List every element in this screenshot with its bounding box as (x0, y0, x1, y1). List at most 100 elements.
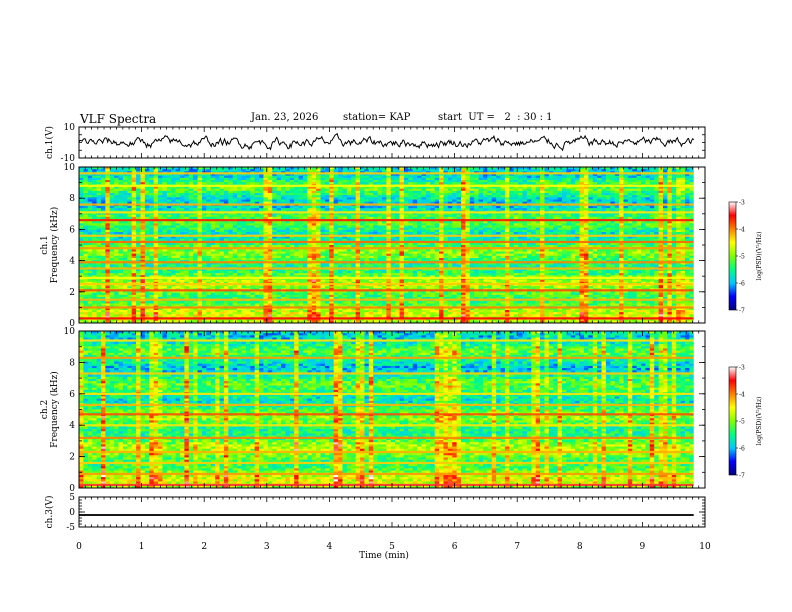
ch1-spectrogram-cell (614, 173, 620, 177)
ch1-spectrogram-cell (166, 180, 172, 183)
ch1-spectrogram-cell (597, 238, 602, 242)
ch1-spectrogram-cell (518, 225, 523, 229)
ch1-spectrogram-cell (338, 190, 343, 194)
ch1-spectrogram-cell (676, 236, 681, 239)
ch1-spectrogram-cell (206, 193, 212, 196)
ch1-spectrogram-cell (487, 208, 493, 211)
ch1-spectrogram-cell (443, 177, 449, 181)
ch1-spectrogram-cell (360, 186, 365, 190)
ch1-spectrogram-cell (338, 195, 343, 198)
ch1-spectrogram-cell (386, 190, 392, 194)
ch1-spectrogram-cell (684, 221, 690, 224)
ch1-spectrogram-cell (623, 177, 629, 181)
ch1-spectrogram-cell (491, 223, 497, 226)
ch1-spectrogram-cell (562, 229, 567, 233)
ch1-spectrogram-cell (579, 188, 585, 192)
ch1-spectrogram-cell (443, 236, 449, 239)
ch1-spectrogram-cell (553, 221, 559, 224)
ch1-spectrogram-cell (417, 216, 422, 220)
ch1-spectrogram-cell (500, 221, 506, 224)
ch1-spectrogram-cell (417, 199, 422, 203)
ch1-spectrogram-cell (425, 173, 431, 177)
ch1-spectrogram-cell (421, 175, 427, 179)
ch1-spectrogram-cell (570, 208, 576, 211)
ch1-spectrogram-cell (610, 197, 616, 200)
ch1-spectrogram-cell (601, 167, 607, 170)
ch1-spectrogram-cell (439, 169, 444, 172)
ch1-spectrogram-cell (329, 169, 335, 172)
ch1-spectrogram-cell (329, 177, 335, 181)
ch1-spectrogram-cell (461, 193, 466, 196)
ch1-spectrogram-cell (241, 182, 247, 185)
ch1-spectrogram-cell (632, 173, 638, 177)
ch1-spectrogram-cell (439, 223, 444, 226)
ch1-spectrogram-cell (223, 199, 229, 203)
ch1-spectrogram-cell (162, 242, 168, 246)
ch1-spectrogram-cell (443, 193, 449, 196)
ch1-spectrogram-cell (649, 188, 655, 192)
ch1-spectrogram-cell (654, 206, 659, 209)
ch1-spectrogram-cell (153, 236, 159, 239)
ch1-spectrogram-cell (504, 177, 510, 181)
ch1-spectrogram-cell (201, 199, 207, 203)
ch1-spectrogram-cell (219, 238, 225, 242)
ch1-spectrogram-cell (623, 227, 629, 231)
ch1-spectrogram-cell (342, 173, 348, 177)
ch1-spectrogram-cell (452, 206, 458, 209)
ch1-spectrogram-cell (298, 195, 304, 198)
ch1-spectrogram-cell (421, 238, 427, 242)
ch1-spectrogram-cell (592, 212, 598, 216)
ch1-spectrogram-cell (158, 225, 163, 229)
ch1-spectrogram-cell (482, 221, 488, 224)
ch1-spectrogram-cell (526, 177, 532, 181)
ch1-spectrogram-cell (351, 214, 357, 218)
ch1-spectrogram-cell (280, 199, 286, 203)
ch1-spectrogram-cell (447, 186, 453, 190)
ch1-spectrogram-cell (210, 167, 216, 170)
ch1-spectrogram-cell (412, 238, 418, 242)
ch1-spectrogram-cell (482, 236, 488, 239)
ch1-spectrogram-cell (658, 182, 664, 185)
ch1-spectrogram-cell (544, 180, 550, 183)
ch1-spectrogram-cell (131, 212, 137, 216)
ch1-spectrogram-cell (373, 201, 378, 205)
ch1-spectrogram-cell (570, 182, 576, 185)
ch1-spectrogram-cell (531, 188, 537, 192)
ch1-spectrogram-cell (329, 216, 335, 220)
ch1-spectrogram-cell (509, 225, 515, 229)
ch1-spectrogram-cell (623, 169, 629, 172)
ch1-spectrogram-cell (342, 182, 348, 185)
ch1-spectrogram-cell (689, 182, 695, 185)
ch1-spectrogram-cell (478, 236, 484, 239)
ch1-spectrogram-cell (364, 232, 370, 235)
ch1-spectrogram-cell (294, 206, 299, 209)
ch1-spectrogram-cell (562, 190, 567, 194)
ch1-spectrogram-cell (452, 190, 458, 194)
ch1-spectrogram-cell (171, 232, 176, 235)
ch1-spectrogram-cell (381, 206, 387, 209)
ch1-spectrogram-cell (667, 227, 673, 231)
ch1-spectrogram-cell (540, 199, 545, 203)
ch1-spectrogram-cell (421, 173, 427, 177)
ch1-spectrogram-cell (461, 238, 466, 242)
ch1-spectrogram-cell (522, 173, 528, 177)
ch1-spectrogram-cell (469, 182, 475, 185)
ch1-spectrogram-cell (544, 173, 550, 177)
ch1-spectrogram-cell (175, 223, 181, 226)
ch1-spectrogram-cell (680, 221, 686, 224)
ch1-spectrogram-cell (399, 175, 405, 179)
ch1-spectrogram-cell (223, 175, 229, 179)
ch1-spectrogram-cell (144, 188, 150, 192)
ch1-spectrogram-cell (329, 175, 335, 179)
ch1-spectrogram-cell (575, 193, 580, 196)
ch1-spectrogram-cell (285, 223, 291, 226)
ch1-spectrogram-cell (421, 201, 427, 205)
ch1-spectrogram-cell (570, 177, 576, 181)
ch1-spectrogram-cell (342, 175, 348, 179)
ch1-spectrogram-cell (223, 242, 229, 246)
ch1-spectrogram-cell (689, 206, 695, 209)
ch1-spectrogram-cell (627, 197, 633, 200)
ch1-spectrogram-cell (645, 180, 651, 183)
ch1-spectrogram-cell (166, 212, 172, 216)
ch1-spectrogram-cell (294, 236, 299, 239)
